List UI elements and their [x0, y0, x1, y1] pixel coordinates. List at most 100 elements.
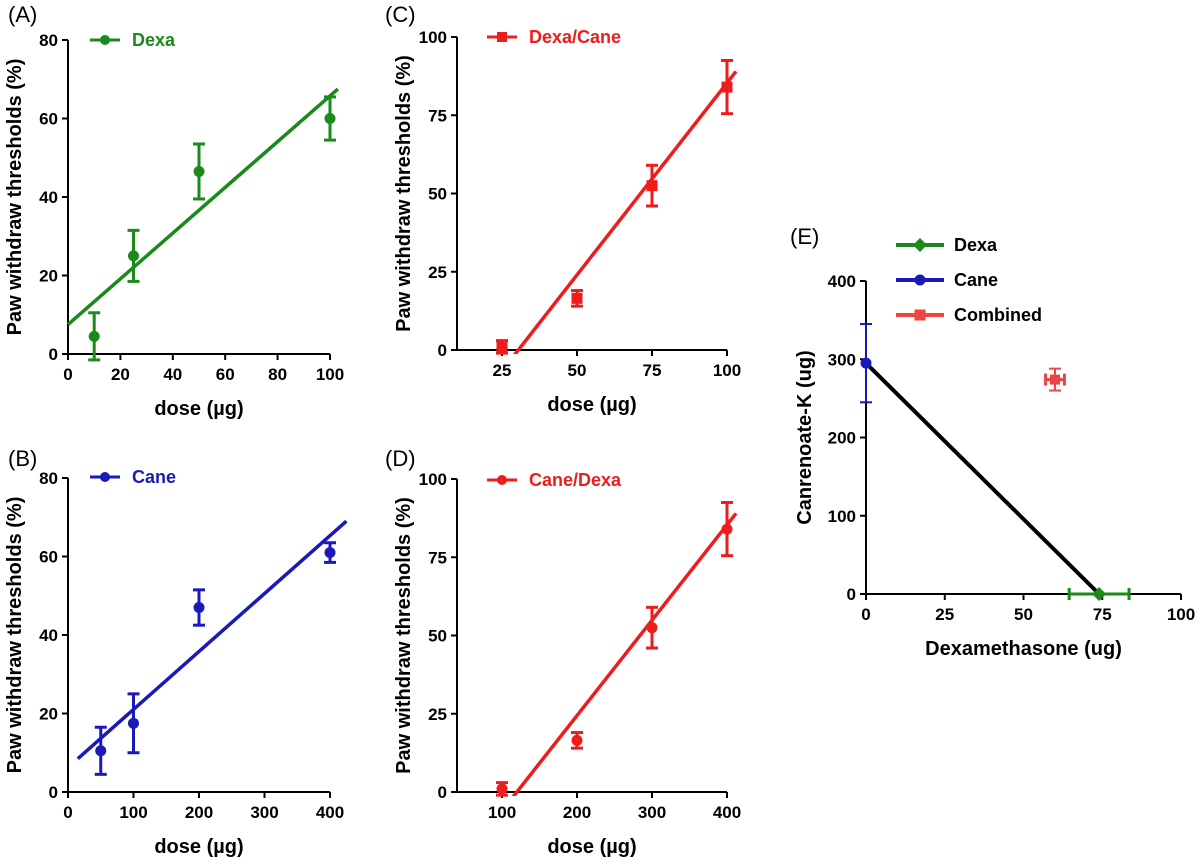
data-point: [646, 622, 658, 634]
data-point-dexa: [1092, 587, 1107, 601]
legend-marker: [914, 309, 926, 321]
x-tick-label: 100: [1167, 605, 1195, 624]
data-point: [324, 113, 336, 124]
y-tick-label: 75: [428, 548, 447, 567]
panel-e: (E) 0 100 200 300 400 0 25 50 75 100 Dexamethasone …: [790, 224, 1195, 660]
y-tick-label: 100: [828, 507, 856, 526]
y-tick-label: 0: [438, 341, 447, 360]
y-tick-label: 80: [39, 469, 58, 488]
x-tick-label: 400: [713, 803, 741, 822]
x-tick-label: 0: [63, 365, 72, 384]
data-point: [128, 250, 139, 262]
data-point: [128, 717, 139, 729]
y-tick-label: 300: [828, 350, 856, 369]
legend-marker: [100, 35, 110, 45]
y-tick-label: 0: [438, 783, 447, 802]
x-tick-label: 100: [316, 365, 344, 384]
y-tick-label: 25: [428, 263, 447, 282]
x-axis-title: dose (µg): [547, 394, 636, 416]
y-tick-label: 75: [428, 106, 447, 125]
panel-label: (C): [385, 2, 416, 27]
y-tick-label: 20: [39, 267, 58, 286]
panel-label: (D): [385, 446, 416, 471]
data-point-combined: [1050, 374, 1060, 385]
legend-label: Dexa/Cane: [529, 27, 621, 47]
panel-b: (B) 0 20 40 60 80 0 100 200 300 400 dose (µg) Paw wi…: [4, 446, 348, 858]
x-tick-label: 40: [163, 365, 182, 384]
data-point: [324, 547, 336, 559]
x-tick-label: 25: [935, 605, 954, 624]
legend-label: Cane: [132, 467, 176, 487]
x-tick-label: 75: [1093, 605, 1112, 624]
data-point: [95, 745, 107, 757]
x-axis-title: dose (µg): [547, 836, 636, 858]
y-axis-title: Paw withdraw thresholds (%): [393, 497, 415, 774]
legend-label: Combined: [954, 305, 1042, 325]
x-tick-label: 100: [488, 803, 516, 822]
panel-label: (E): [790, 224, 819, 249]
x-tick-label: 50: [1014, 605, 1033, 624]
legend-marker: [497, 32, 507, 42]
x-axis-title: dose (µg): [154, 836, 243, 858]
x-axis-title: dose (µg): [154, 398, 243, 420]
fit-line: [76, 519, 348, 760]
fit-line: [66, 87, 340, 326]
data-point: [721, 81, 733, 93]
legend-marker: [497, 475, 507, 485]
y-tick-label: 400: [828, 272, 856, 291]
x-tick-label: 100: [713, 361, 741, 380]
panel-a: (A) 0 20 40 60 80 0 20 40 60 80 100 dose (µg) Paw wit…: [4, 2, 344, 420]
legend-label: Dexa: [132, 30, 176, 50]
legend-label: Dexa: [954, 235, 998, 255]
x-tick-label: 60: [216, 365, 235, 384]
y-tick-label: 100: [419, 28, 447, 47]
y-tick-label: 200: [828, 429, 856, 448]
y-tick-label: 50: [428, 185, 447, 204]
x-tick-label: 20: [111, 365, 130, 384]
data-point: [721, 523, 733, 535]
legend-marker: [914, 274, 926, 286]
y-tick-label: 40: [39, 188, 58, 207]
y-tick-label: 40: [39, 626, 58, 645]
x-tick-label: 0: [861, 605, 870, 624]
legend-marker: [913, 238, 927, 252]
y-tick-label: 60: [39, 548, 58, 567]
panel-label: (B): [8, 446, 37, 471]
y-tick-label: 0: [847, 585, 856, 604]
y-tick-label: 0: [49, 783, 58, 802]
x-tick-label: 400: [316, 803, 344, 822]
legend-marker: [100, 472, 110, 482]
fit-line: [511, 512, 738, 796]
data-point: [496, 341, 508, 353]
panel-d: (D) 0 25 50 75 100 100 200 300 400 dose (µg) Paw wi…: [385, 446, 741, 858]
y-tick-label: 25: [428, 705, 447, 724]
x-tick-label: 300: [638, 803, 666, 822]
x-tick-label: 80: [268, 365, 287, 384]
y-axis-title: Paw withdraw thresholds (%): [393, 55, 415, 332]
y-axis-title: Paw withdraw thresholds (%): [4, 59, 26, 336]
fit-line: [512, 70, 738, 354]
x-tick-label: 200: [185, 803, 213, 822]
x-tick-label: 75: [643, 361, 662, 380]
isobole-line: [864, 361, 1101, 596]
data-point: [193, 165, 205, 177]
y-axis-title: Paw withdraw thresholds (%): [4, 497, 26, 774]
x-tick-label: 50: [568, 361, 587, 380]
x-tick-label: 100: [119, 803, 147, 822]
data-point: [496, 783, 508, 795]
y-tick-label: 0: [49, 345, 58, 364]
y-tick-label: 50: [428, 627, 447, 646]
x-tick-label: 300: [250, 803, 278, 822]
data-point: [571, 734, 583, 746]
x-tick-label: 0: [63, 803, 72, 822]
data-point: [571, 292, 583, 304]
y-axis-title: Canrenoate-K (ug): [794, 350, 816, 524]
y-tick-label: 60: [39, 110, 58, 129]
y-tick-label: 100: [419, 470, 447, 489]
data-point-cane: [860, 357, 872, 369]
x-axis-title: Dexamethasone (ug): [925, 638, 1122, 660]
y-tick-label: 20: [39, 705, 58, 724]
panel-label: (A): [8, 2, 37, 27]
y-tick-label: 80: [39, 31, 58, 50]
panel-c: (C) 0 25 50 75 100 25 50 75 100 dose (µg) Paw withd…: [385, 2, 741, 416]
